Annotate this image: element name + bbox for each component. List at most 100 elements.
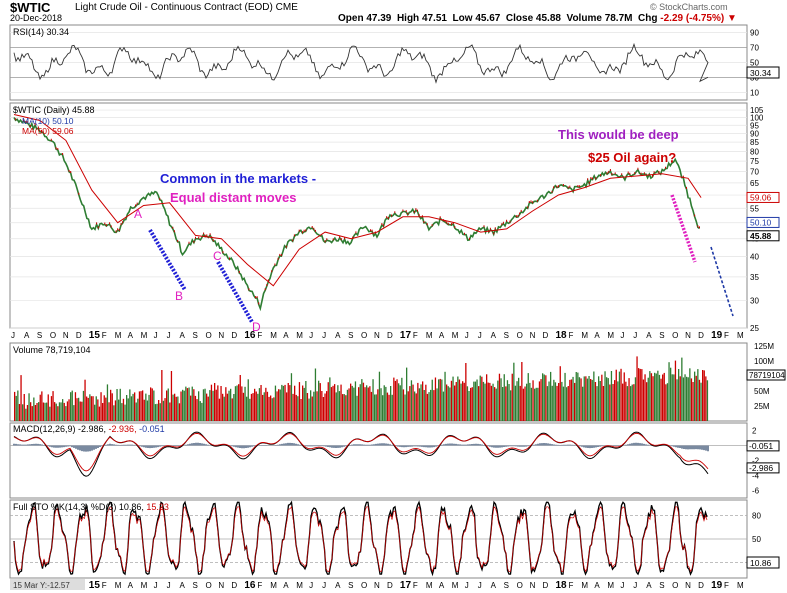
volume-bar <box>455 382 457 421</box>
volume-bar <box>487 382 489 421</box>
volume-bar <box>230 388 232 421</box>
x-tick-label-top: M <box>270 331 277 340</box>
volume-bar <box>422 381 424 421</box>
macd-signal-line <box>13 432 709 472</box>
volume-bar <box>82 390 85 421</box>
volume-bar <box>406 367 408 421</box>
price-tick-label: 55 <box>750 204 759 213</box>
volume-bar <box>298 382 301 421</box>
x-tick-label-top: A <box>646 331 652 340</box>
volume-bar <box>439 378 441 421</box>
volume-bar <box>399 385 401 421</box>
volume-bar <box>622 383 624 421</box>
volume-bar <box>265 387 267 421</box>
volume-bar <box>655 373 657 421</box>
volume-bar <box>182 389 184 421</box>
volume-bar <box>186 388 189 421</box>
volume-bar <box>278 389 280 421</box>
volume-bar <box>191 386 193 421</box>
x-tick-label-bottom: M <box>270 581 277 590</box>
price-tick-label: 100 <box>750 113 764 122</box>
volume-bar <box>87 397 89 421</box>
volume-bar <box>103 395 105 421</box>
x-tick-label-bottom: F <box>724 581 729 590</box>
volume-bar <box>519 385 521 421</box>
volume-bar <box>153 390 155 421</box>
price-gridlines <box>10 109 747 329</box>
volume-bar <box>614 380 616 421</box>
volume-bar <box>250 393 253 421</box>
x-tick-label-top: M <box>141 331 148 340</box>
volume-bar <box>454 385 456 421</box>
volume-bar <box>545 375 547 421</box>
volume-bar <box>148 394 150 421</box>
volume-bar <box>390 386 392 421</box>
volume-bar <box>398 383 400 421</box>
volume-bar <box>166 390 168 421</box>
x-tick-label-bottom: J <box>154 581 158 590</box>
volume-bar <box>266 391 269 421</box>
x-tick-label-bottom: A <box>491 581 497 590</box>
x-tick-label-top: J <box>154 331 158 340</box>
volume-bar <box>242 392 245 421</box>
x-tick-label-bottom: J <box>322 581 326 590</box>
volume-bar <box>450 380 453 421</box>
volume-bar <box>150 387 152 421</box>
volume-bar <box>410 380 413 421</box>
volume-bar <box>460 383 462 421</box>
volume-bar <box>134 392 136 421</box>
volume-bar <box>50 396 53 421</box>
volume-bar <box>586 378 589 421</box>
price-value-box <box>746 191 780 203</box>
volume-bar <box>546 386 549 421</box>
symbol[interactable]: $WTIC <box>10 0 51 15</box>
volume-bar <box>518 377 520 421</box>
x-tick-label-bottom: N <box>685 581 691 590</box>
x-tick-label-bottom: M <box>426 581 433 590</box>
x-tick-label-top: M <box>452 331 459 340</box>
x-tick-label-top: A <box>283 331 289 340</box>
x-tick-label-bottom: S <box>659 581 664 590</box>
volume-bar <box>580 378 582 421</box>
volume-bar <box>340 384 342 421</box>
price-value-labels: 59.06 50.10 45.88 <box>746 191 780 242</box>
volume-bar <box>318 380 320 421</box>
volume-bar <box>503 374 505 421</box>
macd-tick-label: -2 <box>752 457 760 466</box>
volume-bar <box>350 383 352 421</box>
volume-bar <box>572 376 574 421</box>
volume-bar <box>330 387 333 421</box>
volume-bar <box>170 371 173 421</box>
volume-bar <box>222 393 224 421</box>
volume-bar <box>90 396 93 421</box>
volume-bar <box>642 379 645 421</box>
volume-bar <box>566 387 568 421</box>
volume-bar <box>28 393 30 421</box>
volume-bar <box>505 386 507 421</box>
volume-bar <box>225 387 227 421</box>
price-tick-label: 25 <box>750 324 759 333</box>
x-tick-label-top: F <box>257 331 262 340</box>
volume-bar <box>447 386 449 421</box>
volume-bar <box>558 383 560 421</box>
volume-bar <box>697 369 699 421</box>
volume-bar <box>681 357 683 421</box>
volume-bar <box>532 380 534 421</box>
volume-bar <box>404 394 406 421</box>
ohlc-readout: Open 47.39 High 47.51 Low 45.67 Close 45… <box>338 13 737 24</box>
volume-bar <box>551 385 553 421</box>
volume-bar <box>162 400 165 421</box>
x-tick-label-bottom: N <box>218 581 224 590</box>
volume-bar <box>273 397 275 421</box>
volume-bar <box>231 398 233 421</box>
volume-bar <box>15 395 17 421</box>
volume-bar <box>700 382 702 421</box>
price-tick-label: 30 <box>750 296 759 305</box>
annotation-deep: This would be deep <box>558 127 679 142</box>
volume-bar <box>449 387 451 421</box>
volume-bar <box>660 378 662 421</box>
volume-bar <box>502 387 504 421</box>
volume-bar <box>478 386 480 421</box>
price-tick-label: 105 <box>750 106 764 115</box>
